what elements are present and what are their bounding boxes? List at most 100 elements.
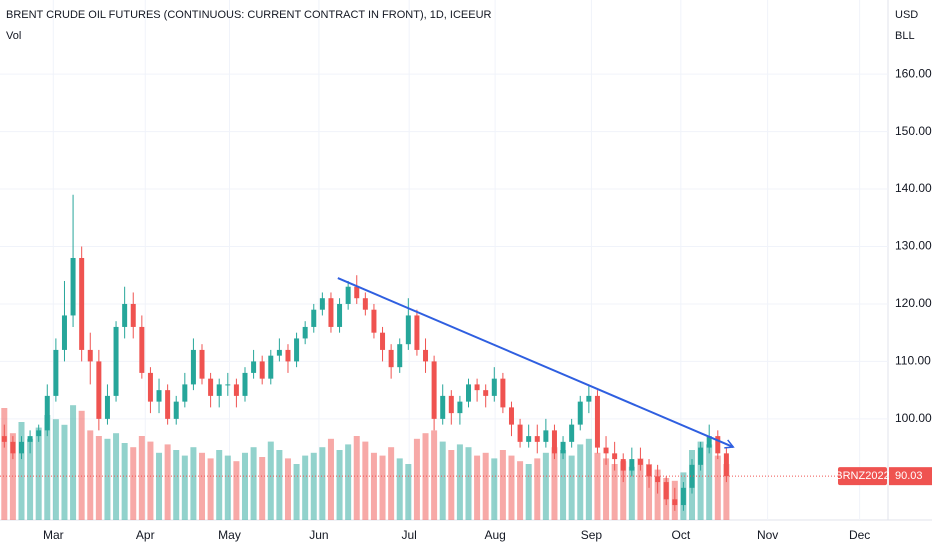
candle-body — [517, 424, 523, 442]
volume-bar — [113, 433, 120, 520]
candle-body — [483, 390, 489, 396]
volume-bar — [465, 447, 472, 520]
candle-body — [500, 378, 506, 408]
candle-body — [87, 349, 93, 362]
x-tick-label: Nov — [757, 528, 778, 542]
volume-bar — [585, 438, 592, 520]
x-tick-label: Oct — [671, 528, 690, 542]
candle-body — [96, 361, 102, 419]
candle-body — [242, 372, 248, 396]
y-tick-label: 160.00 — [895, 66, 932, 80]
candle-body — [577, 401, 583, 425]
volume-bar — [353, 436, 360, 520]
volume-bar — [551, 447, 558, 520]
candle-body — [423, 349, 429, 362]
volume-bar — [388, 447, 395, 520]
candle-body — [319, 298, 325, 310]
volume-bar — [542, 452, 549, 520]
candle-body — [362, 298, 368, 310]
x-tick-label: Mar — [43, 528, 64, 542]
candle-body — [328, 298, 334, 327]
volume-bar — [95, 436, 102, 520]
volume-bar — [327, 438, 334, 520]
volume-bar — [362, 441, 369, 520]
volume-bar — [164, 444, 171, 520]
volume-layer — [1, 405, 730, 520]
candle-body — [44, 395, 50, 431]
candle-body — [586, 395, 592, 402]
candle-body — [276, 349, 282, 356]
volume-bar — [654, 469, 661, 520]
volume-bar — [560, 450, 567, 520]
volume-bar — [637, 458, 644, 520]
x-tick-label: Apr — [136, 528, 155, 542]
volume-bar — [456, 444, 463, 520]
volume-label: Vol — [6, 30, 21, 42]
unit-label: BLL — [895, 30, 915, 42]
candle-body — [646, 464, 652, 477]
x-tick-label: Sep — [581, 528, 603, 542]
volume-bar — [216, 450, 223, 520]
candle-body — [706, 436, 712, 448]
candle-body — [139, 326, 145, 373]
candle-body — [113, 326, 119, 396]
volume-bar — [646, 464, 653, 520]
candle-body — [53, 349, 59, 396]
volume-bar — [319, 447, 326, 520]
y-tick-label: 150.00 — [895, 124, 932, 138]
volume-bar — [517, 461, 524, 520]
volume-bar — [405, 464, 412, 520]
volume-bar — [508, 455, 515, 520]
volume-bar — [525, 464, 532, 520]
candle-body — [182, 384, 188, 402]
volume-bar — [697, 441, 704, 520]
candle-body — [448, 395, 454, 414]
volume-bar — [27, 438, 34, 520]
candle-body — [122, 303, 128, 327]
volume-bar — [706, 444, 713, 520]
volume-bar — [431, 430, 438, 520]
volume-bar — [156, 452, 163, 520]
candle-body — [620, 459, 626, 471]
candle-body — [165, 390, 171, 419]
volume-bar — [173, 450, 180, 520]
volume-bar — [181, 455, 188, 520]
volume-bar — [199, 452, 206, 520]
candle-body — [689, 464, 695, 488]
volume-bar — [190, 447, 197, 520]
candle-body — [680, 487, 686, 506]
overlay-layer: BRNZ2022 90.03 — [0, 277, 932, 486]
candle-body — [302, 326, 308, 339]
volume-bar — [276, 450, 283, 520]
trend-line — [337, 277, 734, 448]
candle-body — [79, 257, 85, 350]
candle-body — [380, 332, 386, 350]
price-label-box — [838, 467, 887, 486]
candle-body — [560, 441, 566, 454]
trend-arrow — [724, 439, 735, 449]
volume-bar — [293, 464, 300, 520]
candle-body — [637, 459, 643, 465]
volume-bar — [448, 450, 455, 520]
volume-bar — [370, 452, 377, 520]
volume-bar — [241, 452, 248, 520]
candle-body — [156, 390, 162, 402]
candle-body — [36, 430, 42, 437]
candle-body — [431, 361, 437, 419]
candle-body — [629, 459, 635, 471]
volume-bar — [233, 461, 240, 520]
candle-body — [663, 482, 669, 500]
candle-body — [474, 384, 480, 391]
volume-bar — [224, 455, 231, 520]
volume-bar — [267, 441, 274, 520]
y-tick-label: 140.00 — [895, 181, 932, 195]
candle-body — [70, 257, 76, 316]
candle-body — [216, 384, 222, 396]
x-tick-label: Jun — [309, 528, 328, 542]
volume-bar — [310, 452, 317, 520]
candle-body — [491, 378, 497, 396]
candle-body — [10, 441, 16, 454]
candle-body — [18, 441, 24, 454]
volume-bar — [78, 410, 85, 520]
